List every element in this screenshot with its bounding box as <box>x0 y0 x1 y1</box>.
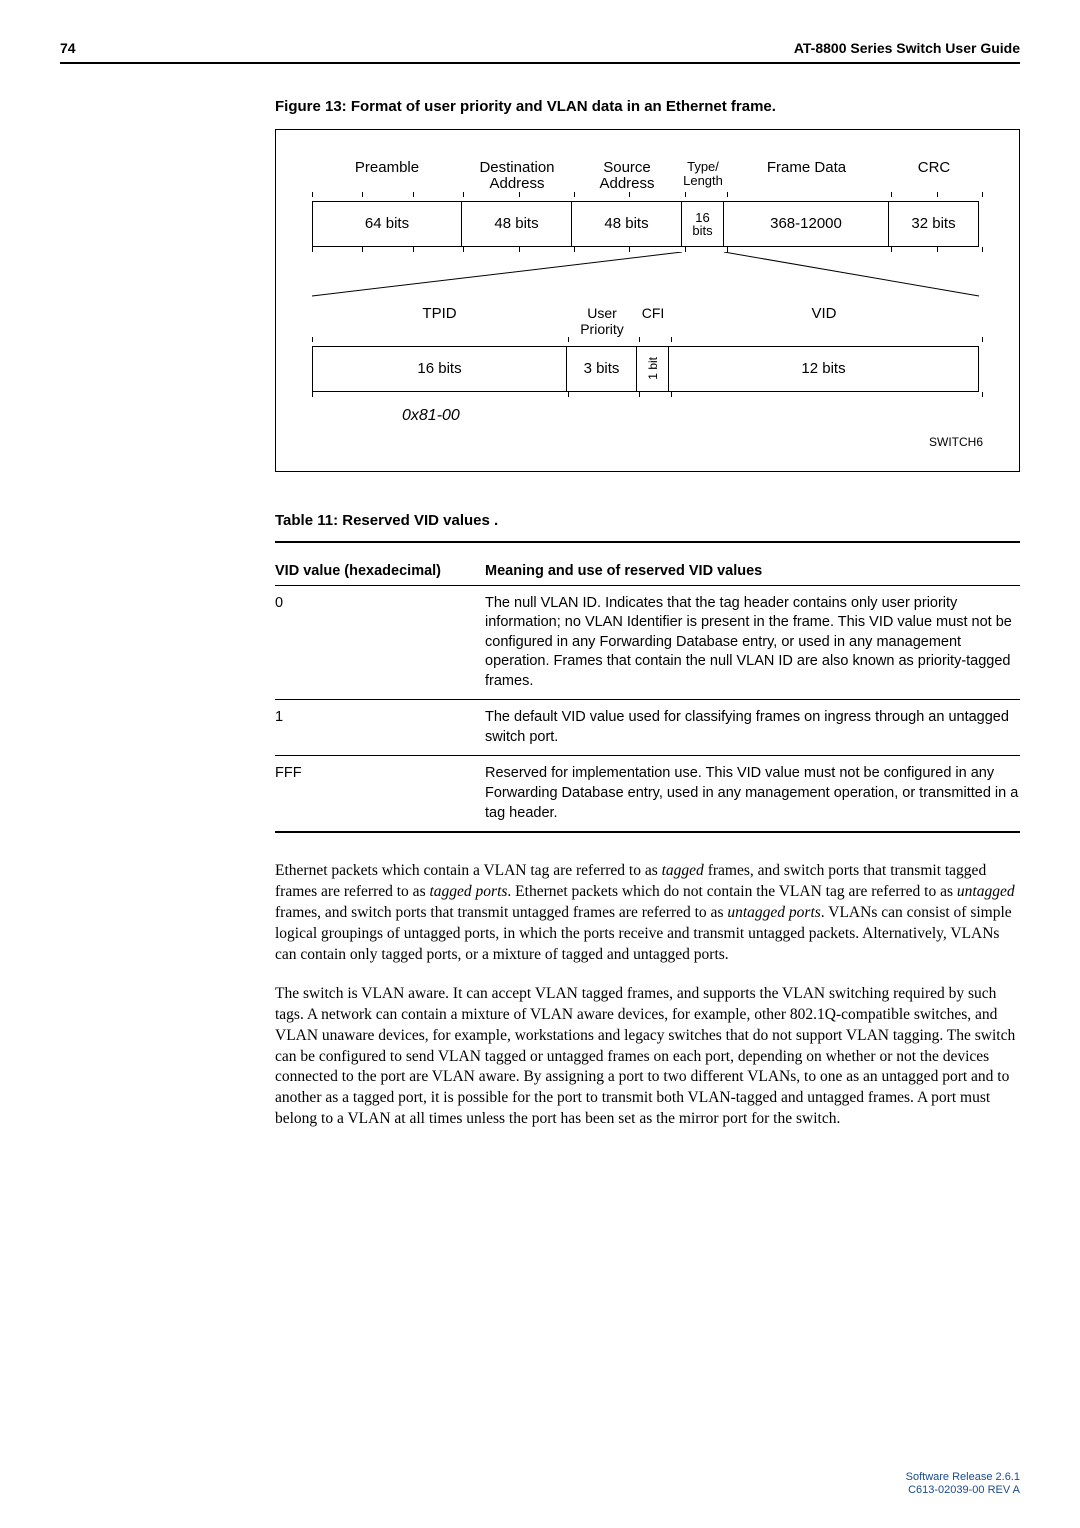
cell-32bits: 32 bits <box>889 201 979 247</box>
label-crc: CRC <box>889 160 979 192</box>
hex-value: 0x81-00 <box>402 407 983 425</box>
footer: Software Release 2.6.1 C613-02039-00 REV… <box>906 1471 1020 1499</box>
table-cell: 1 <box>275 700 485 756</box>
switch6-label: SWITCH6 <box>312 435 983 449</box>
label-destination: Destination Address <box>462 160 572 192</box>
cell-64bits: 64 bits <box>312 201 462 247</box>
body-text: Ethernet packets which contain a VLAN ta… <box>275 861 1020 1130</box>
page-number: 74 <box>60 40 76 56</box>
table-cell: The null VLAN ID. Indicates that the tag… <box>485 585 1020 700</box>
vid-table: VID value (hexadecimal) Meaning and use … <box>275 541 1020 834</box>
label-tpid: TPID <box>312 305 567 337</box>
table-cell: Reserved for implementation use. This VI… <box>485 756 1020 832</box>
cell-48bits-b: 48 bits <box>572 201 682 247</box>
label-cfi: CFI <box>637 305 669 337</box>
cell-user-priority: 3 bits <box>567 346 637 392</box>
label-preamble: Preamble <box>312 160 462 192</box>
table-cell: 0 <box>275 585 485 700</box>
label-source: Source Address <box>572 160 682 192</box>
th-meaning: Meaning and use of reserved VID values <box>485 563 762 579</box>
cell-vid: 12 bits <box>669 346 979 392</box>
header-title: AT-8800 Series Switch User Guide <box>794 40 1020 56</box>
figure-caption: Figure 13: Format of user priority and V… <box>275 98 1020 115</box>
cell-16bits: 16 bits <box>682 201 724 247</box>
label-type: Type/ Length <box>682 160 724 192</box>
table-cell: FFF <box>275 756 485 832</box>
label-user-priority: User Priority <box>567 305 637 337</box>
label-vid: VID <box>669 305 979 337</box>
cell-48bits-a: 48 bits <box>462 201 572 247</box>
cell-frame-data: 368-12000 <box>724 201 889 247</box>
table-cell: The default VID value used for classifyi… <box>485 700 1020 756</box>
cell-tpid: 16 bits <box>312 346 567 392</box>
figure-13: Preamble Destination Address Source Addr… <box>275 129 1020 472</box>
table-caption: Table 11: Reserved VID values . <box>275 512 1020 529</box>
label-framedata: Frame Data <box>724 160 889 192</box>
projection-lines <box>312 252 984 300</box>
th-vid-value: VID value (hexadecimal) <box>275 563 441 579</box>
cell-cfi: 1 bit <box>637 346 669 392</box>
